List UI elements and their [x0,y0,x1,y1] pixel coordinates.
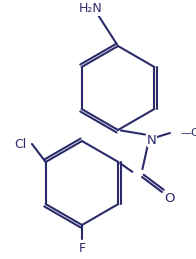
Text: F: F [78,242,86,255]
Text: Cl: Cl [14,138,26,150]
Text: —CH₃: —CH₃ [180,128,196,138]
Text: N: N [147,133,157,147]
Text: H₂N: H₂N [79,3,103,16]
Text: O: O [165,191,175,205]
